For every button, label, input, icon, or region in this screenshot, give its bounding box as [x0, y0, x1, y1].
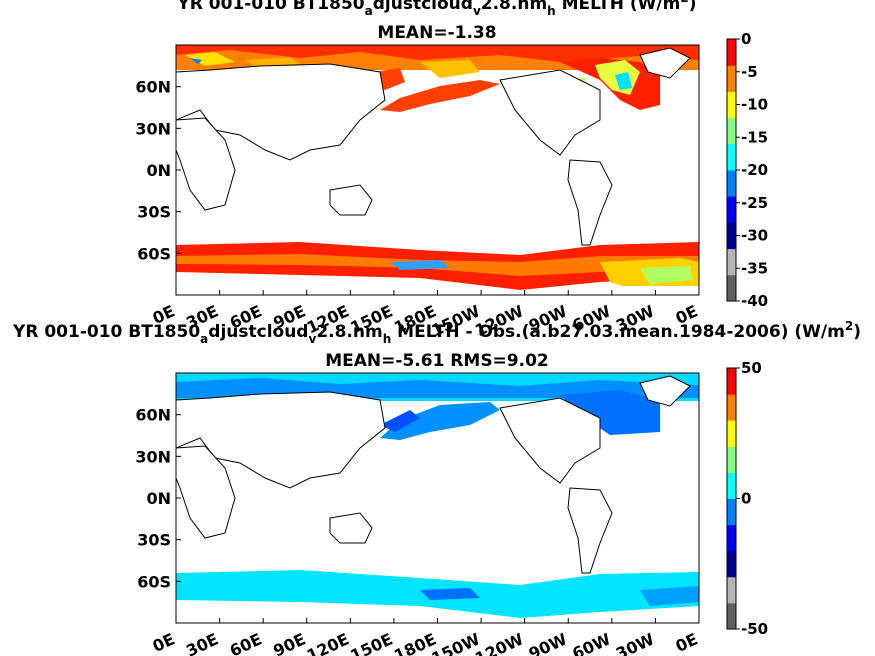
colorbar-segment — [727, 394, 736, 421]
x-tick-label: 150E — [347, 629, 395, 656]
x-tick-label: 30W — [613, 629, 658, 656]
panel-2-map — [176, 373, 699, 623]
panel-1-map — [176, 45, 699, 295]
colorbar-segment — [727, 576, 736, 604]
colorbar-tick-label: -50 — [741, 620, 768, 638]
panel-2-subtitle: MEAN=-5.61 RMS=9.02 — [325, 351, 549, 371]
y-tick-label: 60N — [135, 78, 171, 97]
p2-continents — [176, 375, 691, 574]
colorbar-segment — [727, 39, 736, 66]
colorbar-segment — [727, 498, 736, 526]
y-tick-label: 30N — [135, 119, 171, 138]
x-tick-label: 90W — [526, 629, 571, 656]
p1-north-pacific-band — [380, 80, 500, 112]
colorbar-tick-label: -10 — [741, 96, 768, 114]
y-tick-label: 60N — [135, 406, 171, 425]
colorbar-segment — [727, 248, 736, 276]
x-tick-label: 60E — [227, 629, 265, 656]
colorbar-tick-label: -15 — [741, 128, 768, 146]
colorbar-segment — [727, 472, 736, 499]
colorbar-segment — [727, 550, 736, 578]
panel-1-title: YR 001-010 BT1850adjustcloudv2.8.nmh MEL… — [176, 0, 696, 18]
colorbar-tick-label: 50 — [741, 359, 762, 377]
colorbar-tick-label: -40 — [741, 292, 768, 310]
y-tick-label: 60S — [137, 244, 171, 263]
colorbar-segment — [727, 65, 736, 92]
x-tick-label: 60W — [569, 629, 614, 656]
panel-1-colorbar: 0 -5 -10 -15 -20 -25 -30 -35 -40 — [726, 30, 768, 310]
colorbar-segment — [727, 117, 736, 145]
p2-north-pacific-band — [380, 402, 500, 440]
colorbar-segment — [727, 143, 736, 171]
panel-1-y-ticks: 60N 30N 0N 30S 60S — [135, 78, 181, 263]
y-tick-label: 0N — [146, 161, 171, 180]
panel-1: YR 001-010 BT1850adjustcloudv2.8.nmh MEL… — [135, 0, 768, 340]
colorbar-segment — [727, 602, 736, 630]
colorbar-segment — [727, 222, 736, 250]
x-tick-label: 90E — [270, 629, 308, 656]
colorbar-segment — [727, 524, 736, 552]
colorbar-tick-label: -5 — [741, 63, 758, 81]
y-tick-label: 60S — [137, 572, 171, 591]
colorbar-segment — [727, 368, 736, 395]
colorbar-segment — [727, 446, 736, 473]
panel-2-colorbar: 50 0 -50 — [726, 359, 768, 638]
colorbar-tick-label: -30 — [741, 227, 768, 245]
panel-1-subtitle: MEAN=-1.38 — [377, 23, 496, 43]
colorbar-segment — [727, 196, 736, 223]
colorbar-segment — [727, 274, 736, 302]
colorbar-segment — [727, 91, 736, 119]
x-tick-label: 30E — [183, 629, 221, 656]
colorbar-tick-label: 0 — [741, 30, 751, 48]
p2-labrador-sea — [560, 390, 660, 435]
colorbar-segment — [727, 170, 736, 197]
p1-continents — [176, 47, 691, 246]
colorbar-tick-label: -25 — [741, 194, 768, 212]
y-tick-label: 30S — [137, 203, 171, 222]
colorbar-tick-label: 0 — [741, 490, 751, 508]
y-tick-label: 30N — [135, 447, 171, 466]
x-tick-label: 0E — [150, 629, 178, 656]
colorbar-tick-label: -35 — [741, 259, 768, 277]
y-tick-label: 0N — [146, 489, 171, 508]
y-tick-label: 30S — [137, 531, 171, 550]
panel-2-title: YR 001-010 BT1850adjustcloudv2.8.nmh MEL… — [12, 319, 861, 346]
x-tick-label: 0E — [673, 629, 701, 656]
colorbar-segment — [727, 420, 736, 447]
panel-2-y-ticks: 60N 30N 0N 30S 60S — [135, 406, 181, 591]
panel-2: YR 001-010 BT1850adjustcloudv2.8.nmh MEL… — [12, 319, 861, 656]
colorbar-tick-label: -20 — [741, 161, 768, 179]
x-tick-label: 120E — [304, 629, 352, 656]
